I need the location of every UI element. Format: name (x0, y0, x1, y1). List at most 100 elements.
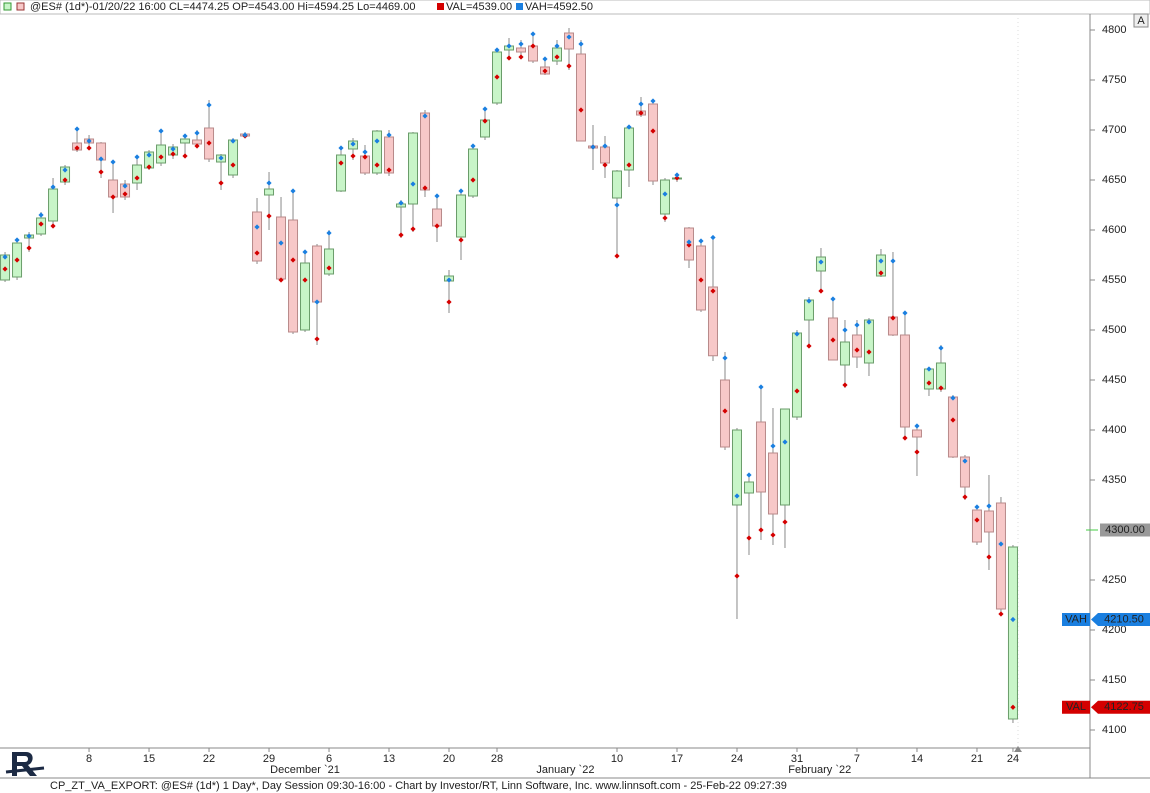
candle-body-down (563, 32, 574, 50)
candle-body-up (48, 188, 59, 222)
value-area-dot (566, 63, 572, 69)
value-area-dot (290, 257, 296, 263)
value-area-dot (110, 159, 116, 165)
value-area-dot (914, 423, 920, 429)
value-area-dot (398, 200, 404, 206)
value-area-dot (650, 98, 656, 104)
candle-body-up (1007, 546, 1018, 720)
x-tick-label: 20 (443, 753, 455, 765)
value-area-dot (218, 180, 224, 186)
y-tick-label: 4250 (1102, 574, 1126, 586)
value-area-dot (194, 130, 200, 136)
value-area-dot (86, 138, 92, 144)
value-area-dot (986, 503, 992, 509)
value-area-dot (134, 175, 140, 181)
candle-body-down (575, 53, 586, 142)
y-tick-label: 4700 (1102, 124, 1126, 136)
candle-body-down (959, 456, 970, 488)
value-area-dot (446, 277, 452, 283)
candle-body-up (935, 362, 946, 390)
value-area-dot (50, 223, 56, 229)
value-area-dot (926, 366, 932, 372)
value-area-dot (590, 144, 596, 150)
value-area-dot (806, 343, 812, 349)
value-area-dot (242, 132, 248, 138)
scale-button-label[interactable]: A (1137, 15, 1145, 27)
y-tick-label: 4600 (1102, 224, 1126, 236)
value-area-dot (626, 162, 632, 168)
x-tick-label: 13 (383, 753, 395, 765)
value-area-dot (230, 162, 236, 168)
candle-body-down (288, 219, 299, 333)
value-area-dot (782, 519, 788, 525)
month-label: January `22 (536, 764, 594, 776)
month-label: December `21 (270, 764, 340, 776)
candle-body-up (336, 154, 347, 192)
candle-body-up (372, 130, 383, 174)
y-tick-label: 4550 (1102, 274, 1126, 286)
value-area-dot (878, 270, 884, 276)
candle-body-down (947, 396, 958, 458)
value-area-dot (182, 153, 188, 159)
value-area-dot (266, 213, 272, 219)
value-area-dot (182, 133, 188, 139)
value-area-dot (830, 337, 836, 343)
header-val: VAL=4539.00 (446, 1, 512, 13)
x-tick-label: 15 (143, 753, 155, 765)
value-area-dot (986, 554, 992, 560)
candle-body-up (839, 341, 850, 366)
crosshair-pointer (1014, 746, 1022, 752)
candle-body-up (300, 262, 311, 331)
x-tick-label: 21 (971, 753, 983, 765)
y-tick-label: 4150 (1102, 674, 1126, 686)
value-area-dot (530, 31, 536, 37)
scale-button[interactable] (1133, 13, 1149, 28)
candle-body-down (983, 510, 994, 533)
value-area-dot (518, 41, 524, 47)
value-area-dot (638, 101, 644, 107)
crosshair-box (1100, 523, 1150, 537)
candle-body-down (312, 245, 323, 303)
value-area-dot (890, 258, 896, 264)
x-tick-label: 24 (1007, 753, 1019, 765)
value-area-dot (998, 541, 1004, 547)
value-area-dot (494, 47, 500, 53)
header-icon (16, 2, 25, 11)
y-tick-label: 4450 (1102, 374, 1126, 386)
marker-value: 4122.75 (1104, 701, 1144, 713)
value-area-dot (98, 169, 104, 175)
candle-body-up (611, 170, 622, 199)
value-area-dot (506, 55, 512, 61)
value-area-dot (206, 102, 212, 108)
value-area-dot (770, 443, 776, 449)
value-area-dot (758, 384, 764, 390)
value-area-dot (2, 266, 8, 272)
value-area-dot (422, 185, 428, 191)
value-area-dot (26, 245, 32, 251)
value-area-dot (962, 494, 968, 500)
candle-body-up (779, 408, 790, 506)
value-area-dot (1010, 616, 1016, 623)
value-area-dot (122, 191, 128, 197)
value-area-dot (278, 277, 284, 283)
value-area-dot (290, 188, 296, 194)
header-text: @ES# (1d*)-01/20/22 16:00 CL=4474.25 OP=… (30, 1, 415, 13)
value-area-dot (842, 327, 848, 333)
value-area-dot (782, 439, 788, 445)
candle-body-down (899, 334, 910, 428)
candle-body-down (911, 429, 922, 438)
value-area-dot (494, 74, 500, 80)
marker-name: VAH (1065, 613, 1087, 625)
value-area-dot (818, 259, 824, 265)
value-area-dot (62, 167, 68, 173)
candle-body-down (755, 421, 766, 493)
footer-text: CP_ZT_VA_EXPORT: @ES# (1d*) 1 Day*, Day … (50, 780, 787, 792)
value-area-dot (710, 288, 716, 294)
value-area-dot (110, 194, 116, 200)
marker-value: 4210.50 (1104, 613, 1144, 625)
value-area-dot (134, 154, 140, 160)
value-area-dot (146, 152, 152, 158)
x-tick-label: 17 (671, 753, 683, 765)
candle-body-up (180, 138, 191, 144)
value-area-dot (2, 254, 8, 260)
